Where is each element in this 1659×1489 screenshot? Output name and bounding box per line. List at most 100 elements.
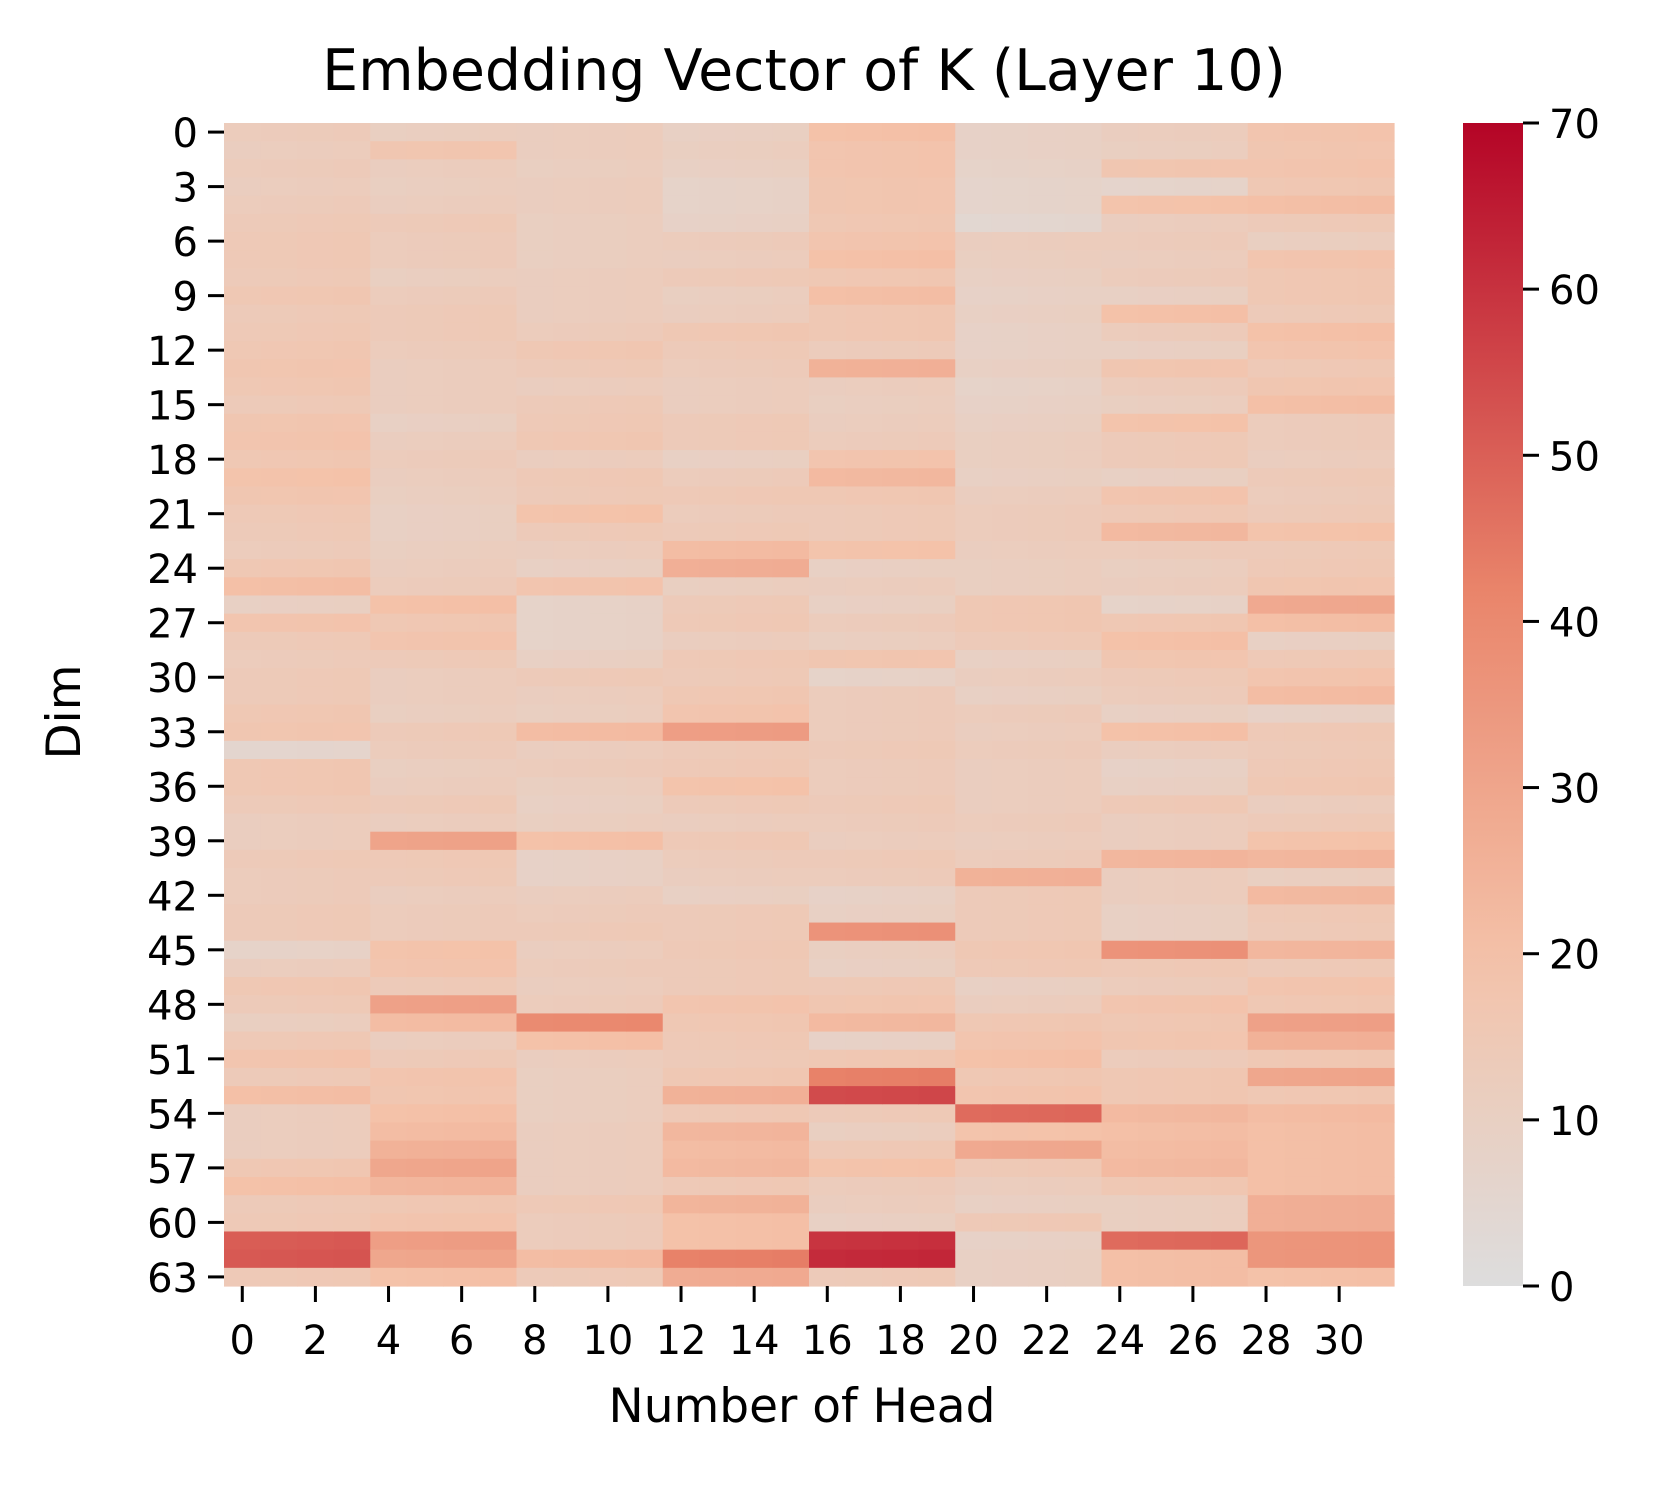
- heatmap-cell: [626, 940, 664, 960]
- heatmap-cell: [735, 977, 774, 996]
- heatmap-cell: [662, 740, 700, 760]
- heatmap-cell: [1247, 123, 1285, 142]
- heatmap-cell: [479, 704, 518, 724]
- heatmap-cell: [224, 940, 262, 960]
- heatmap-cell: [406, 123, 444, 142]
- heatmap-cell: [516, 1049, 554, 1069]
- heatmap-cell: [1138, 1249, 1176, 1269]
- heatmap-cell: [516, 849, 554, 869]
- heatmap-cell: [918, 540, 956, 560]
- heatmap-cell: [1064, 468, 1103, 488]
- heatmap-cell: [297, 232, 335, 251]
- heatmap-cell: [260, 141, 298, 160]
- heatmap-cell: [297, 450, 335, 469]
- heatmap-cell: [224, 1158, 262, 1178]
- heatmap-cell: [260, 995, 298, 1015]
- heatmap-cell: [406, 268, 444, 288]
- heatmap-cell: [260, 595, 298, 615]
- heatmap-cell: [735, 668, 774, 687]
- heatmap-cell: [955, 668, 993, 687]
- heatmap-cell: [1247, 795, 1285, 815]
- heatmap-cell: [626, 322, 664, 342]
- heatmap-cell: [589, 668, 627, 687]
- heatmap-cell: [662, 286, 700, 306]
- heatmap-cell: [553, 995, 591, 1015]
- heatmap-cell: [553, 322, 591, 342]
- heatmap-cell: [1357, 995, 1395, 1015]
- heatmap-cell: [1320, 468, 1359, 488]
- heatmap-cell: [845, 831, 883, 851]
- heatmap-cell: [1174, 377, 1212, 397]
- heatmap-cell: [406, 777, 444, 796]
- heatmap-cell: [1101, 595, 1139, 615]
- heatmap-cell: [553, 958, 591, 978]
- heatmap-cell: [1211, 922, 1249, 942]
- heatmap-cell: [589, 1031, 627, 1051]
- heatmap-cell: [918, 413, 956, 433]
- heatmap-cell: [1064, 613, 1103, 633]
- heatmap-cell: [662, 486, 700, 506]
- heatmap-cell: [1357, 322, 1395, 342]
- heatmap-cell: [735, 341, 774, 360]
- heatmap-cell: [1320, 613, 1359, 633]
- heatmap-cell: [1138, 759, 1176, 778]
- heatmap-cell: [1284, 922, 1322, 942]
- heatmap-cell: [1064, 759, 1103, 778]
- heatmap-cell: [735, 395, 774, 415]
- heatmap-cell: [626, 1231, 664, 1251]
- heatmap-cell: [882, 286, 920, 306]
- heatmap-cell: [1357, 940, 1395, 960]
- heatmap-cell: [297, 504, 335, 524]
- heatmap-cell: [1028, 1086, 1066, 1105]
- heatmap-cell: [479, 322, 518, 342]
- heatmap-cell: [333, 1067, 371, 1087]
- heatmap-cell: [553, 1049, 591, 1069]
- heatmap-cell: [333, 504, 371, 524]
- heatmap-cell: [882, 159, 920, 179]
- heatmap-cell: [1138, 250, 1176, 269]
- heatmap-cell: [662, 431, 700, 451]
- heatmap-cell: [516, 195, 554, 215]
- heatmap-cell: [443, 1231, 481, 1251]
- heatmap-cell: [224, 958, 262, 978]
- heatmap-cell: [516, 1213, 554, 1233]
- heatmap-cell: [699, 377, 737, 397]
- heatmap-cell: [1247, 1140, 1285, 1160]
- heatmap-cell: [626, 958, 664, 978]
- heatmap-cell: [1357, 177, 1395, 197]
- heatmap-cell: [1138, 286, 1176, 306]
- heatmap-cell: [479, 922, 518, 942]
- heatmap-cell: [589, 613, 627, 633]
- heatmap-cell: [297, 1031, 335, 1051]
- heatmap-cell: [1320, 813, 1359, 833]
- heatmap-cell: [809, 1104, 847, 1124]
- heatmap-cell: [918, 686, 956, 706]
- heatmap-cell: [991, 413, 1029, 433]
- heatmap-cell: [443, 649, 481, 669]
- heatmap-cell: [1357, 250, 1395, 269]
- heatmap-cell: [735, 795, 774, 815]
- heatmap-cell: [1211, 1140, 1249, 1160]
- heatmap-cell: [1101, 1104, 1139, 1124]
- heatmap-cell: [1357, 977, 1395, 996]
- heatmap-cell: [882, 177, 920, 197]
- heatmap-cell: [1320, 1031, 1359, 1051]
- heatmap-cell: [626, 686, 664, 706]
- heatmap-cell: [1064, 1031, 1103, 1051]
- heatmap-cell: [991, 668, 1029, 687]
- heatmap-cell: [1064, 649, 1103, 669]
- heatmap-cell: [406, 922, 444, 942]
- heatmap-cell: [735, 958, 774, 978]
- heatmap-cell: [224, 468, 262, 488]
- heatmap-cell: [370, 1104, 408, 1124]
- heatmap-cell: [553, 359, 591, 378]
- y-tick-label: 54: [147, 1092, 198, 1138]
- heatmap-cell: [662, 813, 700, 833]
- heatmap-cell: [1320, 141, 1359, 160]
- heatmap-cell: [1284, 1067, 1322, 1087]
- heatmap-cell: [406, 831, 444, 851]
- heatmap-cell: [406, 704, 444, 724]
- heatmap-cell: [406, 958, 444, 978]
- heatmap-cell: [516, 504, 554, 524]
- heatmap-cell: [297, 1213, 335, 1233]
